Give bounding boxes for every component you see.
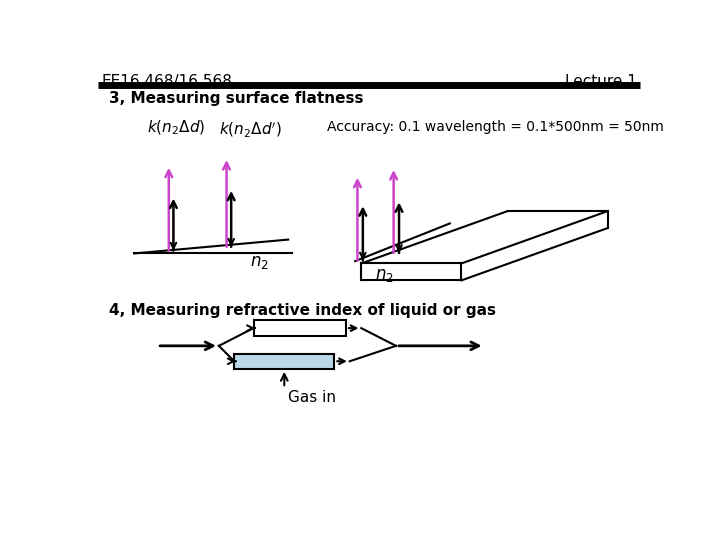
Text: Lecture 1: Lecture 1 [565,74,637,89]
Text: Gas in: Gas in [288,390,336,405]
Text: $k(n_2\Delta d)$: $k(n_2\Delta d)$ [148,119,206,137]
Text: 4, Measuring refractive index of liquid or gas: 4, Measuring refractive index of liquid … [109,303,496,319]
Text: $k(n_2\Delta d^\prime)$: $k(n_2\Delta d^\prime)$ [219,120,282,139]
Text: $n_2$: $n_2$ [375,266,394,284]
Text: EE16.468/16.568: EE16.468/16.568 [101,74,232,89]
Text: Accuracy: 0.1 wavelength = 0.1*500nm = 50nm: Accuracy: 0.1 wavelength = 0.1*500nm = 5… [327,120,664,134]
Bar [234,354,334,369]
Text: 3, Measuring surface flatness: 3, Measuring surface flatness [109,91,364,106]
Text: $n_2$: $n_2$ [250,253,269,272]
Bar [253,320,346,336]
